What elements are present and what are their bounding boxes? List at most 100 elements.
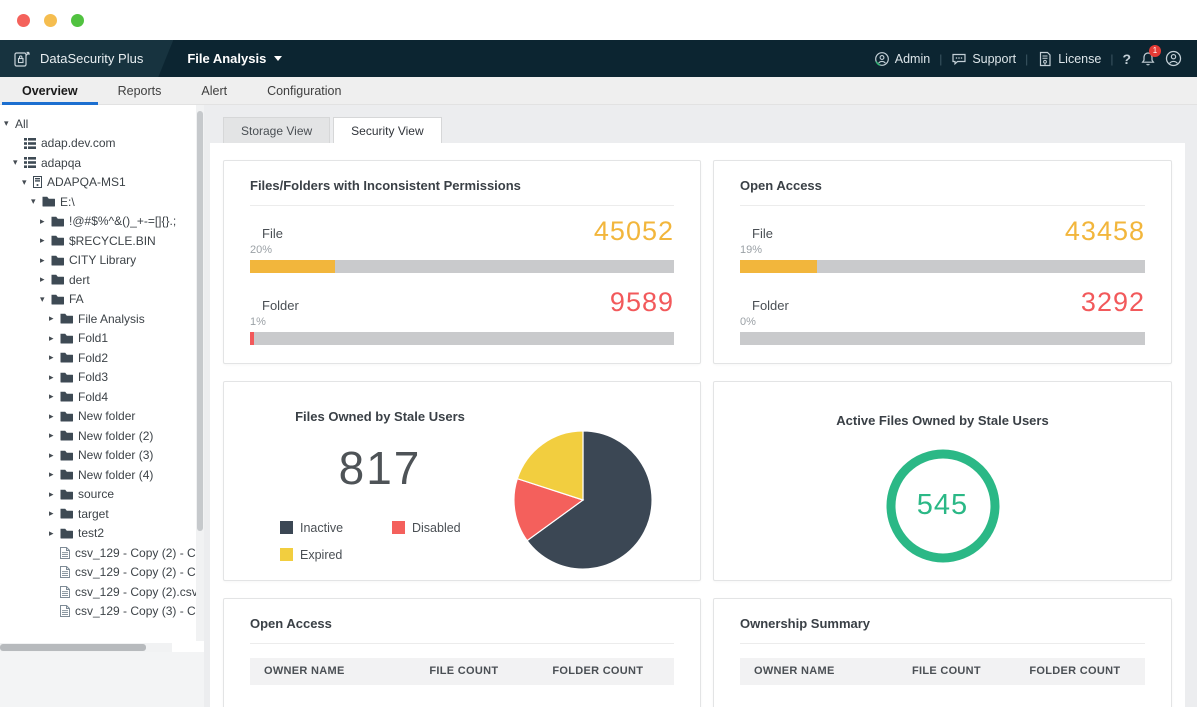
sidebar-vertical-scrollbar[interactable] — [196, 105, 204, 641]
tree-item[interactable]: ▸ New folder (3) — [0, 446, 204, 466]
stat-row: Folder 9589 1% — [250, 289, 674, 345]
folder-icon — [51, 275, 64, 285]
table-header: OWNER NAME FILE COUNT FOLDER COUNT — [250, 657, 674, 685]
sidebar-horizontal-scrollbar[interactable] — [0, 643, 172, 652]
tree-item[interactable]: ▸ source — [0, 485, 204, 505]
tree-item[interactable]: ▾ FA — [0, 290, 204, 310]
server-icon — [33, 176, 42, 189]
caret-right-icon[interactable]: ▸ — [49, 332, 54, 343]
card-active-stale-files: Active Files Owned by Stale Users 545 — [713, 380, 1172, 581]
tree-item[interactable]: ▸ New folder (4) — [0, 465, 204, 485]
caret-right-icon[interactable]: ▸ — [40, 254, 45, 265]
tree-item[interactable]: ▸ File Analysis — [0, 309, 204, 329]
tree-item[interactable]: ▾ All — [0, 114, 204, 134]
tab-reports[interactable]: Reports — [98, 77, 182, 104]
tree-item[interactable]: ▸ target — [0, 504, 204, 524]
caret-right-icon[interactable]: ▸ — [49, 488, 54, 499]
window-close-button[interactable] — [17, 13, 30, 27]
tree-item-label: FA — [69, 292, 84, 307]
tab-alert[interactable]: Alert — [181, 77, 247, 104]
caret-right-icon[interactable]: ▸ — [49, 371, 54, 382]
folder-icon — [51, 294, 64, 305]
tab-alert-label: Alert — [201, 83, 228, 98]
folder-icon — [60, 528, 73, 539]
caret-right-icon[interactable]: ▸ — [49, 508, 54, 519]
notifications-button[interactable]: 1 — [1140, 44, 1161, 67]
card-title: Open Access — [740, 178, 822, 193]
tree-item[interactable]: adap.dev.com — [0, 134, 204, 154]
brand[interactable]: DataSecurity Plus — [0, 40, 173, 77]
window-zoom-button[interactable] — [71, 13, 84, 27]
caret-right-icon[interactable]: ▸ — [49, 410, 54, 421]
tab-reports-label: Reports — [117, 83, 162, 98]
scrollbar-thumb[interactable] — [197, 111, 203, 531]
caret-down-icon[interactable]: ▾ — [40, 293, 45, 304]
tab-security-view[interactable]: Security View — [333, 117, 442, 143]
view-tabs: Storage View Security View — [210, 105, 1185, 143]
window-minimize-button[interactable] — [44, 13, 57, 27]
tab-storage-view[interactable]: Storage View — [223, 117, 331, 143]
tree-item-label: ADAPQA-MS1 — [47, 175, 126, 190]
caret-down-icon[interactable]: ▾ — [4, 118, 9, 129]
caret-right-icon[interactable]: ▸ — [49, 430, 54, 441]
stat-row: File 45052 20% — [250, 217, 674, 274]
tree-item[interactable]: ▸ dert — [0, 270, 204, 290]
admin-menu-item[interactable]: Admin — [874, 51, 930, 67]
tree-item-label: test2 — [78, 526, 105, 541]
support-icon — [951, 51, 967, 67]
caret-right-icon[interactable]: ▸ — [40, 274, 45, 285]
caret-right-icon[interactable]: ▸ — [49, 313, 54, 324]
caret-right-icon[interactable]: ▸ — [49, 449, 54, 460]
card-title: Active Files Owned by Stale Users — [836, 412, 1049, 428]
tree-item[interactable]: csv_129 - Copy (2).csv — [0, 582, 204, 602]
caret-right-icon[interactable]: ▸ — [49, 469, 54, 480]
progress-bar-fill — [250, 260, 335, 274]
tree-item[interactable]: csv_129 - Copy (2) - Copy.csv — [0, 563, 204, 583]
tree-item-label: E:\ — [60, 194, 75, 209]
tree-item[interactable]: ▸ test2 — [0, 524, 204, 544]
help-button[interactable]: ? — [1122, 50, 1131, 67]
caret-right-icon[interactable]: ▸ — [40, 215, 45, 226]
caret-down-icon[interactable]: ▾ — [31, 196, 36, 207]
tree-item-label: New folder (4) — [78, 467, 154, 482]
tree-item[interactable]: ▾ adapqa — [0, 153, 204, 173]
caret-right-icon[interactable]: ▸ — [49, 527, 54, 538]
account-button[interactable] — [1165, 50, 1182, 67]
card-grid: Files/Folders with Inconsistent Permissi… — [223, 160, 1172, 707]
scrollbar-thumb[interactable] — [0, 644, 146, 651]
tree-item[interactable]: csv_129 - Copy (3) - Copy.csv — [0, 602, 204, 622]
caret-right-icon[interactable]: ▸ — [49, 391, 54, 402]
caret-right-icon[interactable]: ▸ — [49, 352, 54, 363]
tab-overview[interactable]: Overview — [2, 77, 98, 105]
tree-item[interactable]: ▸ Fold4 — [0, 387, 204, 407]
caret-down-icon[interactable]: ▾ — [13, 157, 18, 168]
tree-item[interactable]: ▸ New folder — [0, 407, 204, 427]
license-menu-item[interactable]: License — [1037, 51, 1101, 67]
tree-item-label: CITY Library — [69, 253, 137, 268]
pie-slice-expired — [516, 429, 584, 501]
tree-item[interactable]: ▸ !@#$%^&()_+-=[]{}.; — [0, 212, 204, 232]
file-icon — [60, 585, 70, 598]
tree-item[interactable]: ▸ Fold3 — [0, 368, 204, 388]
caret-down-icon[interactable]: ▾ — [22, 176, 27, 187]
tree-item[interactable]: ▾ ADAPQA-MS1 — [0, 173, 204, 193]
tab-overview-label: Overview — [22, 83, 78, 98]
tree-item[interactable]: ▸ New folder (2) — [0, 426, 204, 446]
stat-percent: 0% — [740, 315, 756, 328]
module-selector[interactable]: File Analysis — [187, 40, 283, 77]
tree-item-label: csv_129 - Copy (3) - Copy.csv — [75, 604, 204, 619]
tree-item[interactable]: ▸ Fold2 — [0, 348, 204, 368]
caret-right-icon[interactable]: ▸ — [40, 235, 45, 246]
tree-item[interactable]: ▸ Fold1 — [0, 329, 204, 349]
table-header: OWNER NAME FILE COUNT FOLDER COUNT — [740, 657, 1145, 685]
tree-item[interactable]: ▾ E:\ — [0, 192, 204, 212]
pie-chart-svg — [513, 429, 653, 570]
tab-configuration[interactable]: Configuration — [247, 77, 361, 104]
divider — [740, 642, 1145, 644]
tree-item[interactable]: ▸ CITY Library — [0, 251, 204, 271]
table-column-header: OWNER NAME — [264, 665, 345, 678]
support-menu-item[interactable]: Support — [951, 51, 1016, 67]
progress-bar-track — [250, 331, 674, 345]
tree-item[interactable]: ▸ $RECYCLE.BIN — [0, 231, 204, 251]
tree-item[interactable]: csv_129 - Copy (2) - Copy - Cop — [0, 543, 204, 563]
